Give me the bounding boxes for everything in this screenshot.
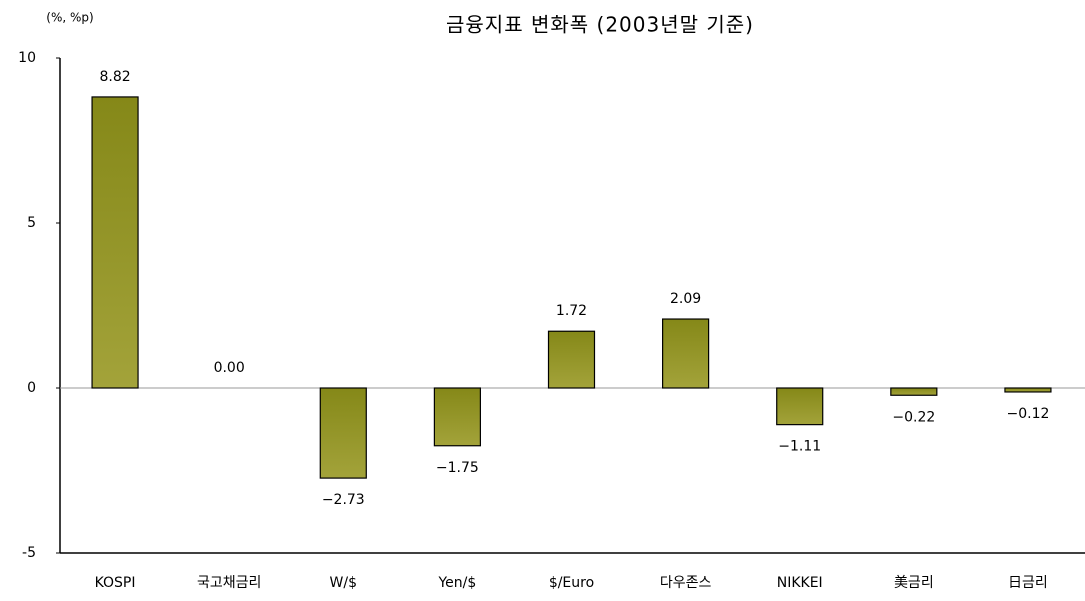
bar: [776, 387, 824, 426]
x-tick-label: Yen/$: [437, 575, 476, 591]
x-tick-label: KOSPI: [95, 575, 136, 591]
bar: [890, 387, 938, 396]
y-tick-label: 0: [27, 380, 36, 396]
x-tick-label: 美금리: [894, 575, 934, 591]
bar: [91, 96, 139, 389]
value-label: −0.22: [892, 409, 935, 425]
value-label: 2.09: [670, 291, 701, 307]
value-label: 1.72: [556, 303, 587, 319]
y-tick-label: 5: [27, 215, 36, 231]
x-tick-label: NIKKEI: [777, 575, 823, 591]
value-label: −1.75: [436, 460, 479, 476]
bar: [662, 318, 710, 389]
value-label: 0.00: [214, 360, 245, 376]
value-label: −0.12: [1006, 406, 1049, 422]
x-tick-label: W/$: [330, 575, 357, 591]
chart-title: 금융지표 변화폭 (2003년말 기준): [446, 13, 754, 37]
bar: [1004, 387, 1052, 393]
y-tick-label: 10: [18, 50, 36, 66]
bar: [547, 330, 596, 389]
x-tick-label: 국고채금리: [197, 575, 261, 591]
bar: [319, 387, 367, 479]
x-tick-label: 日금리: [1008, 575, 1048, 591]
value-label: −2.73: [322, 492, 365, 508]
bar: [433, 387, 481, 447]
value-label: −1.11: [778, 439, 821, 455]
y-tick-label: -5: [22, 545, 36, 561]
x-tick-label: $/Euro: [549, 575, 594, 591]
y-axis-label: (%, %p): [46, 11, 93, 25]
x-tick-label: 다우존스: [660, 575, 712, 591]
value-label: 8.82: [99, 69, 130, 85]
